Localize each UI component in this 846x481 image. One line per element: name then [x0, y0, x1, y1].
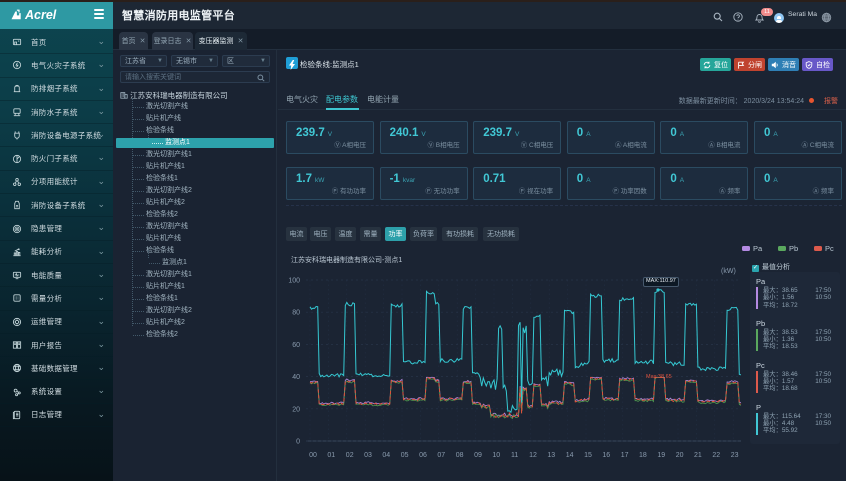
svg-text:09: 09: [474, 452, 482, 459]
svg-text:20: 20: [676, 452, 684, 459]
svg-text:14: 14: [566, 452, 574, 459]
svg-text:11: 11: [511, 452, 518, 459]
svg-text:02: 02: [346, 452, 354, 459]
svg-text:17: 17: [621, 452, 629, 459]
svg-text:60: 60: [292, 342, 300, 349]
svg-text:00: 00: [309, 452, 317, 459]
svg-text:12: 12: [529, 452, 537, 459]
svg-text:0: 0: [296, 439, 300, 446]
svg-text:07: 07: [437, 452, 445, 459]
svg-text:21: 21: [694, 452, 702, 459]
svg-text:15: 15: [584, 452, 592, 459]
svg-text:23: 23: [731, 452, 739, 459]
svg-text:05: 05: [401, 452, 409, 459]
svg-text:10: 10: [492, 452, 500, 459]
svg-text:22: 22: [712, 452, 720, 459]
svg-text:13: 13: [547, 452, 555, 459]
svg-text:16: 16: [602, 452, 610, 459]
svg-text:100: 100: [288, 278, 300, 285]
svg-text:19: 19: [657, 452, 665, 459]
svg-text:(kW): (kW): [721, 268, 736, 275]
svg-text:18: 18: [639, 452, 647, 459]
svg-text:20: 20: [292, 406, 300, 413]
svg-text:08: 08: [456, 452, 464, 459]
svg-text:80: 80: [292, 310, 300, 317]
svg-text:01: 01: [327, 452, 335, 459]
svg-text:04: 04: [382, 452, 390, 459]
svg-text:06: 06: [419, 452, 427, 459]
svg-text:40: 40: [292, 374, 300, 381]
svg-text:03: 03: [364, 452, 372, 459]
